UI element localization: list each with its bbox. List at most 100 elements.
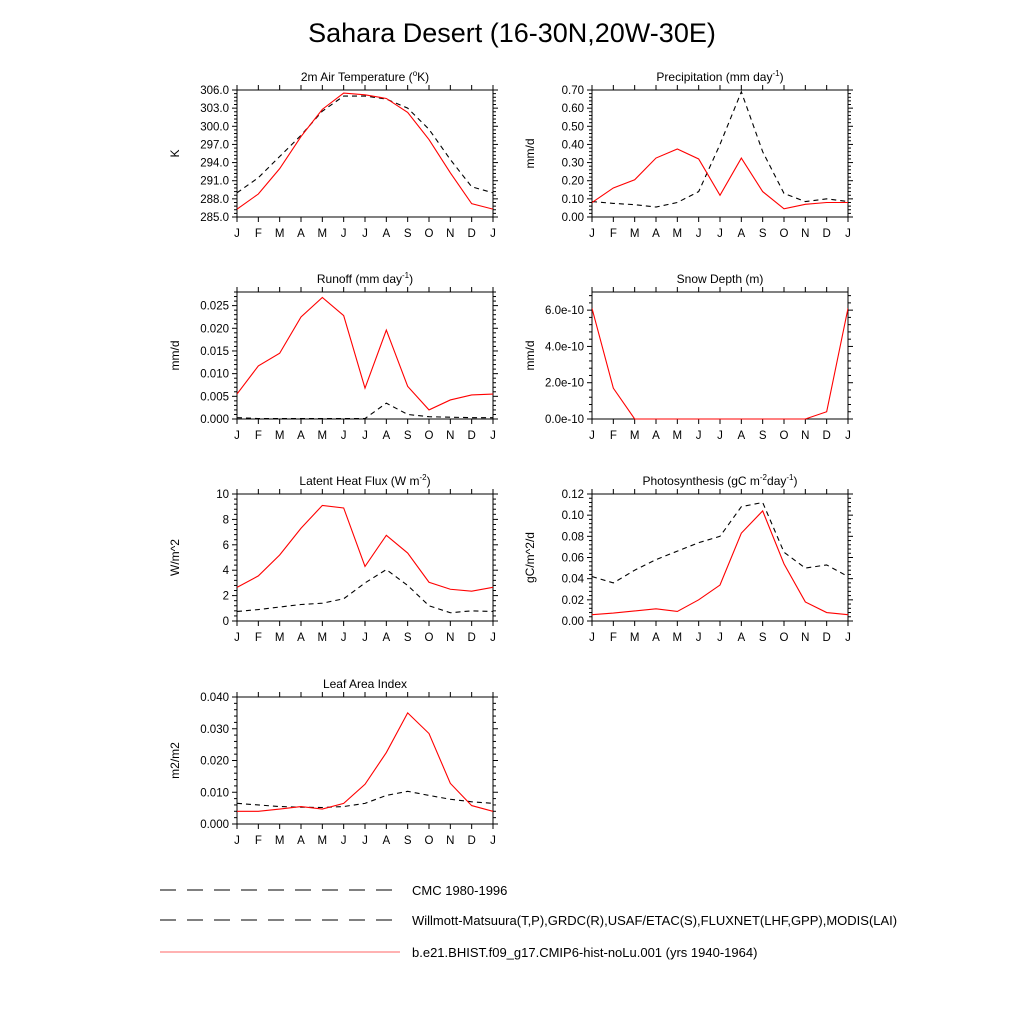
x-tick-label: N <box>801 430 809 442</box>
legend-item-3: b.e21.BHIST.f09_g17.CMIP6-hist-noLu.001 … <box>160 945 757 960</box>
y-tick-label: 0.50 <box>562 121 584 133</box>
x-tick-label: J <box>717 228 723 240</box>
x-tick-label: J <box>490 632 496 644</box>
legend-label: Willmott-Matsuura(T,P),GRDC(R),USAF/ETAC… <box>412 913 897 928</box>
y-tick-label: 6 <box>223 540 229 552</box>
y-tick-label: 0.04 <box>562 574 585 586</box>
x-tick-label: D <box>823 430 831 442</box>
x-tick-label: J <box>490 228 496 240</box>
x-tick-label: M <box>318 228 328 240</box>
x-tick-label: J <box>362 228 368 240</box>
series-line-obs <box>237 568 493 614</box>
x-tick-label: M <box>318 632 328 644</box>
y-tick-label: 4 <box>223 565 230 577</box>
x-tick-label: J <box>717 632 723 644</box>
y-tick-label: 0.010 <box>200 787 229 799</box>
x-tick-label: M <box>318 430 328 442</box>
panel-title: Leaf Area Index <box>323 677 407 691</box>
y-axis-label: W/m^2 <box>168 539 182 576</box>
y-tick-label: 303.0 <box>200 103 229 115</box>
panel-title: Precipitation (mm day-1) <box>656 69 783 84</box>
x-tick-label: F <box>255 430 262 442</box>
y-tick-label: 0.025 <box>200 301 229 313</box>
x-tick-label: A <box>652 228 660 240</box>
x-tick-label: M <box>630 632 640 644</box>
x-tick-label: S <box>404 632 412 644</box>
x-tick-label: S <box>404 228 412 240</box>
panel-title: 2m Air Temperature (oK) <box>301 69 429 84</box>
x-tick-label: M <box>275 835 285 847</box>
y-tick-label: 0.00 <box>562 212 584 224</box>
x-tick-label: J <box>696 632 702 644</box>
x-tick-label: N <box>801 632 809 644</box>
y-tick-label: 0.06 <box>562 553 584 565</box>
series-line-obs <box>592 90 848 208</box>
y-tick-label: 6.0e-10 <box>545 305 584 317</box>
y-tick-label: 0.000 <box>200 819 229 831</box>
x-tick-label: O <box>425 430 434 442</box>
y-tick-label: 0.20 <box>562 176 584 188</box>
y-tick-label: 0 <box>223 616 229 628</box>
y-tick-label: 0.020 <box>200 756 229 768</box>
y-axis-label: m2/m2 <box>168 742 182 779</box>
y-tick-label: 300.0 <box>200 121 229 133</box>
legend-item-2: Willmott-Matsuura(T,P),GRDC(R),USAF/ETAC… <box>160 913 897 928</box>
series-line-obs <box>237 95 493 194</box>
x-tick-label: S <box>404 835 412 847</box>
legend-label: b.e21.BHIST.f09_g17.CMIP6-hist-noLu.001 … <box>412 945 757 960</box>
x-tick-label: A <box>297 430 305 442</box>
x-tick-label: J <box>696 228 702 240</box>
legend-item-1: CMC 1980-1996 <box>160 883 507 898</box>
y-tick-label: 0.10 <box>562 194 584 206</box>
panel-title: Photosynthesis (gC m-2day-1) <box>643 473 798 488</box>
x-tick-label: J <box>845 632 851 644</box>
x-tick-label: D <box>468 632 476 644</box>
x-tick-label: S <box>404 430 412 442</box>
x-tick-label: D <box>823 632 831 644</box>
x-tick-label: J <box>845 430 851 442</box>
x-tick-label: S <box>759 430 767 442</box>
y-tick-label: 2 <box>223 591 229 603</box>
x-tick-label: D <box>468 228 476 240</box>
x-tick-label: S <box>759 228 767 240</box>
y-tick-label: 0.040 <box>200 692 229 704</box>
panel-2m-air-temperature-k: 2m Air Temperature (oK) 285.0 288.0 291.0 29… <box>168 69 498 240</box>
plot-frame <box>236 89 494 218</box>
plot-frame <box>591 291 849 420</box>
x-tick-label: J <box>341 632 347 644</box>
x-tick-label: A <box>382 835 390 847</box>
legend-label: CMC 1980-1996 <box>412 883 507 898</box>
x-tick-label: D <box>468 430 476 442</box>
y-tick-label: 10 <box>216 489 229 501</box>
x-tick-label: J <box>234 430 240 442</box>
x-tick-label: J <box>589 430 595 442</box>
x-tick-label: J <box>696 430 702 442</box>
x-tick-label: A <box>382 228 390 240</box>
x-tick-label: J <box>362 835 368 847</box>
x-tick-label: N <box>446 430 454 442</box>
y-tick-label: 0.0e-10 <box>545 414 584 426</box>
y-axis-label: mm/d <box>523 139 537 169</box>
y-tick-label: 0.30 <box>562 158 584 170</box>
y-tick-label: 288.0 <box>200 194 229 206</box>
y-tick-label: 0.005 <box>200 391 229 403</box>
y-axis-label: mm/d <box>168 341 182 371</box>
series-line-model <box>237 92 493 210</box>
x-tick-label: M <box>275 430 285 442</box>
x-tick-label: M <box>673 228 683 240</box>
y-tick-label: 0.08 <box>562 531 584 543</box>
panel-title: Latent Heat Flux (W m-2) <box>299 473 430 488</box>
x-tick-label: J <box>362 632 368 644</box>
x-tick-label: J <box>341 228 347 240</box>
x-tick-label: M <box>630 430 640 442</box>
y-tick-label: 294.0 <box>200 158 229 170</box>
y-tick-label: 2.0e-10 <box>545 378 584 390</box>
series-line-model <box>592 148 848 210</box>
x-tick-label: M <box>630 228 640 240</box>
y-tick-label: 0.010 <box>200 369 229 381</box>
y-tick-label: 0.40 <box>562 139 584 151</box>
y-tick-label: 0.70 <box>562 85 584 97</box>
x-tick-label: M <box>673 430 683 442</box>
y-axis-label: mm/d <box>523 341 537 371</box>
x-tick-label: J <box>717 430 723 442</box>
